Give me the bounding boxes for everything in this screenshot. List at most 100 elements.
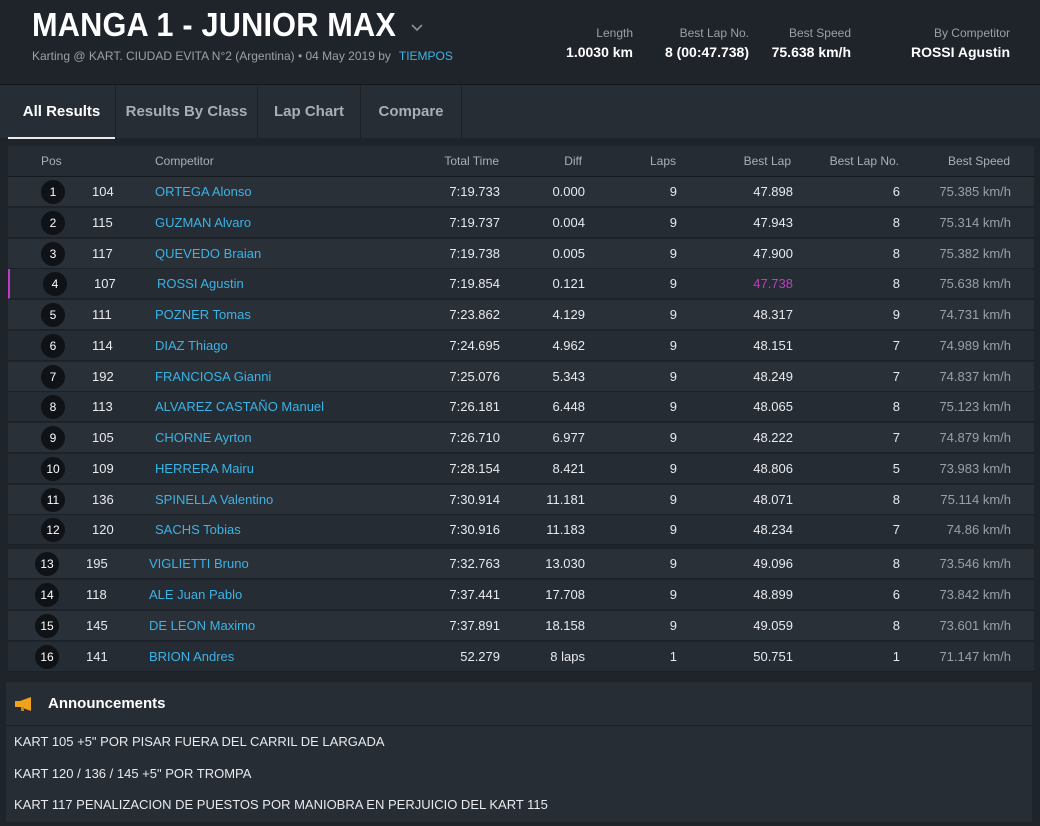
stat-by-competitor-value[interactable]: ROSSI Agustin — [910, 44, 1010, 60]
competitor-link[interactable]: ORTEGA Alonso — [155, 184, 252, 199]
best-lap-value: 47.898 — [753, 184, 793, 199]
col-laps[interactable]: Laps — [649, 154, 676, 168]
col-total-time[interactable]: Total Time — [444, 154, 499, 168]
competitor-link[interactable]: DIAZ Thiago — [155, 338, 228, 353]
competitor-link[interactable]: SACHS Tobias — [155, 522, 241, 537]
kart-number: 114 — [92, 338, 113, 353]
best-lap-value: 49.059 — [753, 618, 793, 633]
table-row[interactable]: 9 105 CHORNE Ayrton 7:26.710 6.977 9 48.222 7 74… — [8, 423, 1034, 453]
competitor-link[interactable]: POZNER Tomas — [155, 307, 251, 322]
tab-results-by-class[interactable]: Results By Class — [116, 85, 258, 139]
table-row[interactable]: 14 118 ALE Juan Pablo 7:37.441 17.708 9 48.899… — [8, 580, 1034, 610]
event-meta: Karting @ KART. CIUDAD EVITA N°2 (Argent… — [32, 49, 391, 63]
stat-length: Length 1.0030 km — [566, 26, 633, 60]
total-time: 7:26.181 — [449, 399, 500, 414]
diff-value: 6.448 — [552, 399, 585, 414]
laps-value: 9 — [669, 276, 677, 291]
diff-value: 5.343 — [552, 369, 585, 384]
event-title: MANGA 1 - JUNIOR MAX — [32, 6, 397, 43]
table-header: Pos Competitor Total Time Diff Laps Best… — [8, 146, 1034, 177]
best-speed-value: 73.546 km/h — [939, 556, 1011, 571]
table-row[interactable]: 11 136 SPINELLA Valentino 7:30.914 11.181 9 48… — [8, 485, 1034, 515]
competitor-link[interactable]: FRANCIOSA Gianni — [155, 369, 272, 384]
announcements-panel: Announcements KART 105 +5" POR PISAR FUE… — [6, 682, 1032, 822]
table-row[interactable]: 12 120 SACHS Tobias 7:30.916 11.183 9 48.234 7 7… — [8, 515, 1034, 545]
position-badge: 13 — [35, 552, 59, 576]
col-best-lap-no[interactable]: Best Lap No. — [829, 154, 899, 168]
laps-value: 9 — [669, 215, 677, 230]
best-lap-no-value: 6 — [892, 184, 900, 199]
competitor-link[interactable]: ALE Juan Pablo — [149, 587, 243, 602]
laps-value: 9 — [669, 307, 677, 322]
chevron-down-icon[interactable] — [409, 20, 425, 36]
total-time: 7:30.916 — [449, 522, 500, 537]
table-row[interactable]: 1 104 ORTEGA Alonso 7:19.733 0.000 9 47.898 6 75… — [8, 177, 1034, 207]
table-row[interactable]: 7 192 FRANCIOSA Gianni 7:25.076 5.343 9 48.249… — [8, 362, 1034, 392]
best-lap-value: 49.096 — [753, 556, 793, 571]
table-row[interactable]: 8 113 ALVAREZ CASTAÑO Manuel 7:26.181 6.448 9… — [8, 392, 1034, 422]
best-lap-no-value: 8 — [892, 399, 900, 414]
best-lap-no-value: 8 — [892, 618, 900, 633]
competitor-link[interactable]: ALVAREZ CASTAÑO Manuel — [155, 399, 325, 414]
best-lap-no-value: 8 — [892, 492, 900, 507]
competitor-link[interactable]: ROSSI Agustin — [157, 276, 244, 291]
position-badge: 11 — [41, 488, 65, 512]
col-pos[interactable]: Pos — [41, 154, 62, 168]
best-lap-value: 47.738 — [753, 276, 793, 291]
best-lap-value: 50.751 — [753, 649, 793, 664]
competitor-link[interactable]: QUEVEDO Braian — [155, 246, 262, 261]
table-row[interactable]: 5 111 POZNER Tomas 7:23.862 4.129 9 48.317 9 74.… — [8, 300, 1034, 330]
laps-value: 9 — [669, 369, 677, 384]
laps-value: 9 — [669, 492, 677, 507]
position-badge: 5 — [41, 303, 65, 327]
event-header: MANGA 1 - JUNIOR MAX Karting @ KART. CIU… — [0, 0, 1040, 84]
col-competitor[interactable]: Competitor — [155, 154, 214, 168]
table-row[interactable]: 3 117 QUEVEDO Braian 7:19.738 0.005 9 47.900 8 7… — [8, 239, 1034, 269]
kart-number: 111 — [92, 307, 112, 322]
competitor-link[interactable]: BRION Andres — [149, 649, 235, 664]
laps-value: 1 — [669, 649, 677, 664]
competitor-link[interactable]: HERRERA Mairu — [155, 461, 254, 476]
diff-value: 4.962 — [552, 338, 585, 353]
best-lap-no-value: 8 — [892, 246, 900, 261]
best-lap-value: 48.317 — [753, 307, 793, 322]
table-row[interactable]: 2 115 GUZMAN Alvaro 7:19.737 0.004 9 47.943 8 75… — [8, 208, 1034, 238]
total-time: 7:19.738 — [449, 246, 500, 261]
col-best-speed[interactable]: Best Speed — [947, 154, 1010, 168]
diff-value: 0.121 — [552, 276, 585, 291]
best-lap-no-value: 8 — [892, 556, 900, 571]
table-row[interactable]: 16 141 BRION Andres 52.279 8 laps 1 50.751 1 71.… — [8, 642, 1034, 672]
best-speed-value: 75.123 km/h — [939, 399, 1011, 414]
tab-all-results[interactable]: All Results — [8, 85, 116, 139]
total-time: 7:19.733 — [449, 184, 500, 199]
competitor-link[interactable]: DE LEON Maximo — [149, 618, 256, 633]
col-best-lap[interactable]: Best Lap — [743, 154, 791, 168]
col-diff[interactable]: Diff — [564, 154, 582, 168]
organizer-link[interactable]: TIEMPOS — [398, 49, 453, 63]
competitor-link[interactable]: SPINELLA Valentino — [155, 492, 274, 507]
tab-compare[interactable]: Compare — [361, 85, 462, 139]
best-lap-value: 48.234 — [753, 522, 793, 537]
table-row[interactable]: 15 145 DE LEON Maximo 7:37.891 18.158 9 49.059… — [8, 611, 1034, 641]
table-row[interactable]: 10 109 HERRERA Mairu 7:28.154 8.421 9 48.806 5 7… — [8, 454, 1034, 484]
best-speed-value: 74.879 km/h — [939, 430, 1011, 445]
tab-lap-chart[interactable]: Lap Chart — [258, 85, 361, 139]
competitor-link[interactable]: GUZMAN Alvaro — [155, 215, 252, 230]
table-row[interactable]: 13 195 VIGLIETTI Bruno 7:32.763 13.030 9 49.09… — [8, 549, 1034, 579]
stat-length-label: Length — [596, 26, 633, 40]
announcements-header: Announcements — [6, 682, 1032, 726]
table-row[interactable]: 6 114 DIAZ Thiago 7:24.695 4.962 9 48.151 7 74.9… — [8, 331, 1034, 361]
diff-value: 17.708 — [545, 587, 585, 602]
diff-value: 8.421 — [552, 461, 585, 476]
best-lap-value: 48.071 — [753, 492, 793, 507]
best-speed-value: 74.837 km/h — [939, 369, 1011, 384]
competitor-link[interactable]: VIGLIETTI Bruno — [149, 556, 249, 571]
table-row[interactable]: 4 107 ROSSI Agustin 7:19.854 0.121 9 47.738 8 75… — [8, 269, 1034, 299]
laps-value: 9 — [669, 246, 677, 261]
total-time: 7:28.154 — [449, 461, 500, 476]
best-lap-no-value: 7 — [892, 338, 900, 353]
best-lap-value: 48.065 — [753, 399, 793, 414]
competitor-link[interactable]: CHORNE Ayrton — [155, 430, 252, 445]
best-speed-value: 74.86 km/h — [946, 522, 1011, 537]
position-badge: 10 — [41, 457, 65, 481]
